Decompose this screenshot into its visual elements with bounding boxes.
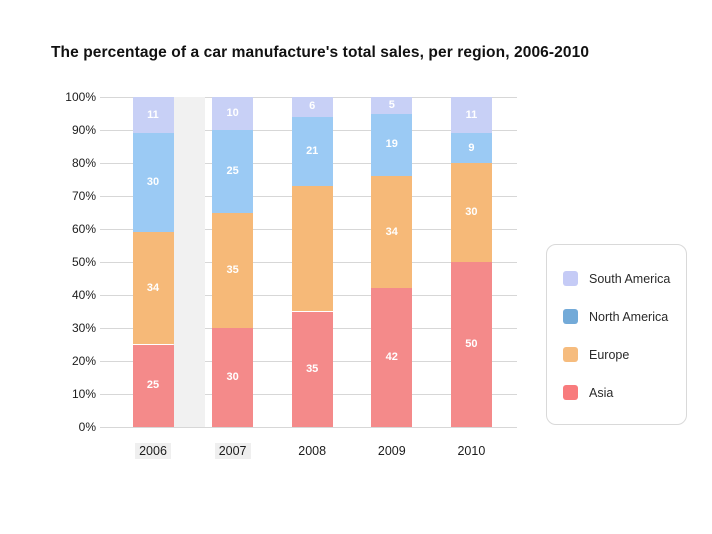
bar-segment-label: 6: [309, 100, 316, 113]
legend-label: South America: [589, 271, 671, 286]
highlight-band: [173, 97, 205, 427]
bar-segment-asia-2007[interactable]: 30: [212, 328, 254, 427]
legend-swatch: [563, 271, 578, 286]
y-tick-label: 20%: [71, 354, 96, 368]
bar-segment-south-america-2006[interactable]: 11: [132, 97, 174, 134]
gridline: [100, 426, 517, 428]
bar-segment-north-america-2008[interactable]: 21: [291, 116, 333, 187]
bar-segment-label: 11: [465, 108, 478, 121]
bar-segment-north-america-2006[interactable]: 30: [132, 133, 174, 233]
legend-item-north-america[interactable]: North America: [563, 309, 668, 324]
bar-segment-south-america-2007[interactable]: 10: [212, 97, 254, 130]
legend-swatch: [563, 385, 578, 400]
x-tick-label-2007: 2007: [203, 443, 263, 459]
bar-segment-europe-2006[interactable]: 34: [132, 232, 174, 345]
bar-segment-label: 10: [226, 107, 239, 119]
bar-segment-asia-2010[interactable]: 50: [450, 262, 492, 427]
legend-label: North America: [589, 309, 669, 324]
bar-segment-europe-2008[interactable]: [291, 186, 333, 312]
y-tick-label: 70%: [71, 189, 96, 203]
y-tick-label: 40%: [71, 288, 96, 302]
bar-segment-label: 21: [306, 144, 319, 157]
bar-segment-south-america-2008[interactable]: 6: [291, 97, 333, 117]
bar-segment-asia-2008[interactable]: 35: [291, 311, 333, 427]
x-tick-label-2009: 2009: [377, 444, 406, 458]
bar-segment-north-america-2010[interactable]: 9: [450, 133, 492, 163]
bar-segment-europe-2009[interactable]: 34: [371, 176, 413, 289]
bar-segment-label: 9: [468, 141, 475, 154]
legend: South America North America Europe Asia: [546, 244, 687, 425]
bar-segment-label: 30: [465, 206, 478, 218]
bar-segment-south-america-2010[interactable]: 11: [450, 97, 492, 134]
bar-segment-label: 35: [306, 362, 319, 375]
bar-segment-label: 11: [147, 108, 159, 121]
bar-segment-south-america-2009[interactable]: 5: [371, 97, 413, 114]
bar-segment-north-america-2007[interactable]: 25: [212, 130, 254, 213]
x-tick-label-2006: 2006: [123, 443, 183, 459]
bar-segment-label: 25: [146, 379, 160, 392]
legend-item-europe[interactable]: Europe: [563, 347, 629, 362]
bar-segment-label: 25: [226, 164, 239, 177]
legend-label: Europe: [589, 347, 630, 362]
bar-segment-label: 30: [146, 176, 160, 189]
bar-segment-north-america-2009[interactable]: 19: [371, 113, 413, 177]
bar-segment-label: 34: [385, 225, 398, 238]
bar-segment-label: 50: [465, 338, 478, 350]
legend-item-south-america[interactable]: South America: [563, 271, 670, 286]
legend-swatch: [563, 347, 578, 362]
bar-segment-label: 5: [388, 98, 395, 111]
y-tick-label: 90%: [71, 123, 96, 137]
x-tick-label-2008: 2008: [298, 444, 327, 458]
y-tick-label: 30%: [71, 321, 96, 335]
bar-segment-label: 34: [146, 281, 160, 294]
bar-segment-europe-2010[interactable]: 30: [450, 163, 492, 262]
legend-item-asia[interactable]: Asia: [563, 385, 613, 400]
bar-segment-label: 42: [385, 351, 398, 364]
x-tick-label-2010: 2010: [457, 444, 486, 458]
y-tick-label: 0%: [78, 420, 96, 434]
y-tick-label: 60%: [71, 222, 96, 236]
bar-segment-asia-2009[interactable]: 42: [371, 288, 413, 427]
plot-area: 25 34 30 11 30 35 25 10 35 21 6 42 34 19 5 50 30 9 11: [100, 96, 517, 428]
bar-segment-label: 30: [226, 371, 239, 383]
y-tick-label: 50%: [71, 255, 96, 269]
y-tick-label: 10%: [71, 387, 96, 401]
y-tick-label: 100%: [65, 90, 96, 104]
bar-segment-label: 19: [385, 138, 398, 151]
chart-title: The percentage of a car manufacture's to…: [50, 44, 590, 61]
legend-label: Asia: [589, 385, 614, 400]
bar-segment-europe-2007[interactable]: 35: [212, 212, 254, 328]
bar-segment-asia-2006[interactable]: 25: [132, 344, 174, 427]
bar-segment-label: 35: [226, 263, 239, 276]
legend-swatch: [563, 309, 578, 324]
y-tick-label: 80%: [71, 156, 96, 170]
